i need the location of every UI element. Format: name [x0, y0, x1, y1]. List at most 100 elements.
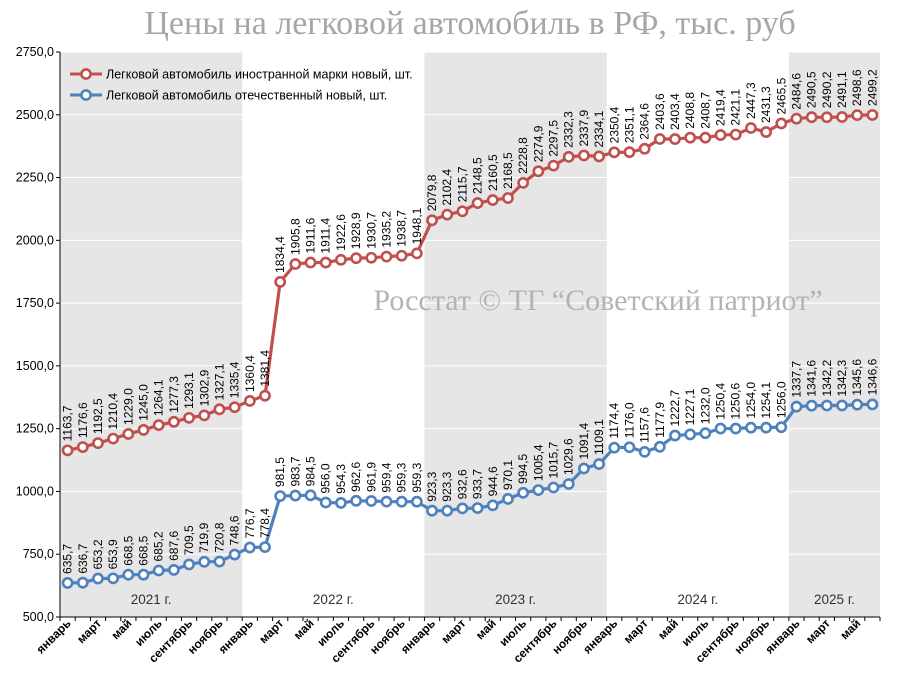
- data-label: 1192,5: [91, 398, 105, 434]
- data-point: [167, 563, 180, 576]
- data-label: 959,4: [379, 462, 393, 492]
- data-point: [775, 421, 788, 434]
- data-label: 959,3: [395, 462, 409, 492]
- data-label: 1232,0: [698, 387, 712, 424]
- data-label: 2490,2: [820, 71, 834, 108]
- data-label: 2337,9: [577, 109, 591, 146]
- x-tick-label: январь: [580, 616, 620, 656]
- year-band: [424, 52, 607, 617]
- year-band: [60, 52, 243, 617]
- data-point: [456, 502, 469, 515]
- data-point: [593, 150, 605, 163]
- data-label: 961,9: [364, 462, 378, 492]
- data-label: 1256,0: [774, 381, 788, 418]
- data-label: 1302,9: [197, 369, 211, 406]
- data-point: [198, 409, 211, 422]
- x-tick-label: март: [256, 616, 286, 646]
- data-point: [805, 111, 818, 124]
- data-point: [790, 112, 803, 125]
- data-label: 970,1: [501, 460, 515, 490]
- data-label: 1911,6: [304, 217, 318, 253]
- series-layer: 1163,7 1176,6 1192,5 1210,4 1229,0 1245,0 1264…: [61, 69, 879, 589]
- data-label: 962,6: [349, 461, 363, 491]
- legend-marker: [80, 89, 92, 101]
- data-label: 720,8: [212, 522, 226, 552]
- data-label: 1157,6: [638, 407, 652, 443]
- data-label: 776,7: [243, 508, 257, 538]
- data-label: 1337,7: [789, 361, 803, 398]
- data-point: [653, 133, 666, 145]
- data-label: 668,5: [137, 535, 151, 565]
- data-label: 954,3: [334, 464, 348, 494]
- legend-label: Легковой автомобиль отечественный новый,…: [106, 89, 387, 103]
- data-label: 932,6: [455, 469, 469, 499]
- data-point: [289, 258, 302, 270]
- data-label: 1254,0: [744, 382, 758, 419]
- data-point: [699, 131, 712, 144]
- year-label: 2021 г.: [131, 592, 172, 607]
- data-point: [137, 424, 150, 436]
- data-point: [61, 577, 74, 589]
- data-point: [213, 403, 226, 416]
- data-point: [532, 484, 545, 496]
- data-label: 2102,4: [440, 169, 454, 206]
- x-tick-label: май: [837, 616, 863, 642]
- year-bands: 2021 г. 2022 г. 2023 г. 2024 г. 2025 г.: [60, 52, 880, 617]
- x-tick-label: январь: [216, 616, 256, 656]
- data-label: 778,4: [258, 508, 272, 538]
- data-label: 959,3: [410, 462, 424, 492]
- data-label: 2421,1: [729, 89, 743, 126]
- y-tick-label: 2500,0: [16, 108, 54, 122]
- data-label: 2274,9: [531, 125, 545, 162]
- data-label: 1176,6: [76, 402, 90, 438]
- x-tick-label: январь: [762, 616, 802, 656]
- data-label: 944,6: [486, 466, 500, 496]
- data-label: 2484,6: [789, 73, 803, 110]
- data-point: [532, 165, 545, 178]
- data-point: [729, 422, 742, 435]
- data-label: 923,3: [425, 471, 439, 501]
- data-point: [836, 399, 848, 412]
- data-point: [517, 486, 530, 499]
- data-label: 1293,1: [182, 372, 196, 409]
- data-point: [319, 256, 332, 269]
- data-point: [274, 490, 287, 502]
- y-tick-label: 1500,0: [16, 359, 54, 373]
- data-label: 668,5: [121, 535, 135, 565]
- data-point: [517, 176, 530, 189]
- data-point: [92, 572, 104, 585]
- data-point: [562, 478, 575, 490]
- data-label: 1911,4: [319, 217, 333, 253]
- data-label: 635,7: [61, 544, 75, 574]
- data-point: [471, 502, 484, 514]
- data-label: 2498,6: [850, 69, 864, 106]
- data-point: [350, 494, 363, 507]
- data-point: [365, 495, 378, 507]
- data-point: [608, 146, 621, 159]
- data-point: [866, 109, 879, 121]
- data-label: 1005,4: [531, 444, 545, 481]
- data-point: [608, 441, 621, 454]
- data-point: [714, 129, 727, 141]
- data-label: 984,5: [304, 456, 318, 486]
- data-point: [228, 401, 241, 414]
- data-point: [760, 421, 773, 434]
- data-label: 1928,9: [349, 212, 363, 249]
- data-point: [76, 441, 89, 453]
- data-label: 1250,6: [729, 382, 743, 419]
- data-label: 1176,0: [622, 402, 636, 438]
- data-point: [228, 548, 241, 561]
- data-label: 1250,4: [714, 383, 728, 420]
- data-point: [167, 415, 180, 428]
- data-label: 1341,6: [805, 360, 819, 397]
- data-point: [380, 250, 393, 263]
- data-label: 2334,1: [592, 110, 606, 147]
- data-point: [365, 251, 378, 264]
- data-point: [486, 194, 499, 206]
- data-point: [547, 159, 560, 172]
- data-point: [760, 126, 773, 138]
- data-point: [304, 256, 317, 269]
- chart-title: Цены на легковой автомобиль в РФ, тыс. р…: [144, 5, 795, 42]
- data-label: 2447,3: [744, 82, 758, 119]
- data-point: [851, 109, 864, 122]
